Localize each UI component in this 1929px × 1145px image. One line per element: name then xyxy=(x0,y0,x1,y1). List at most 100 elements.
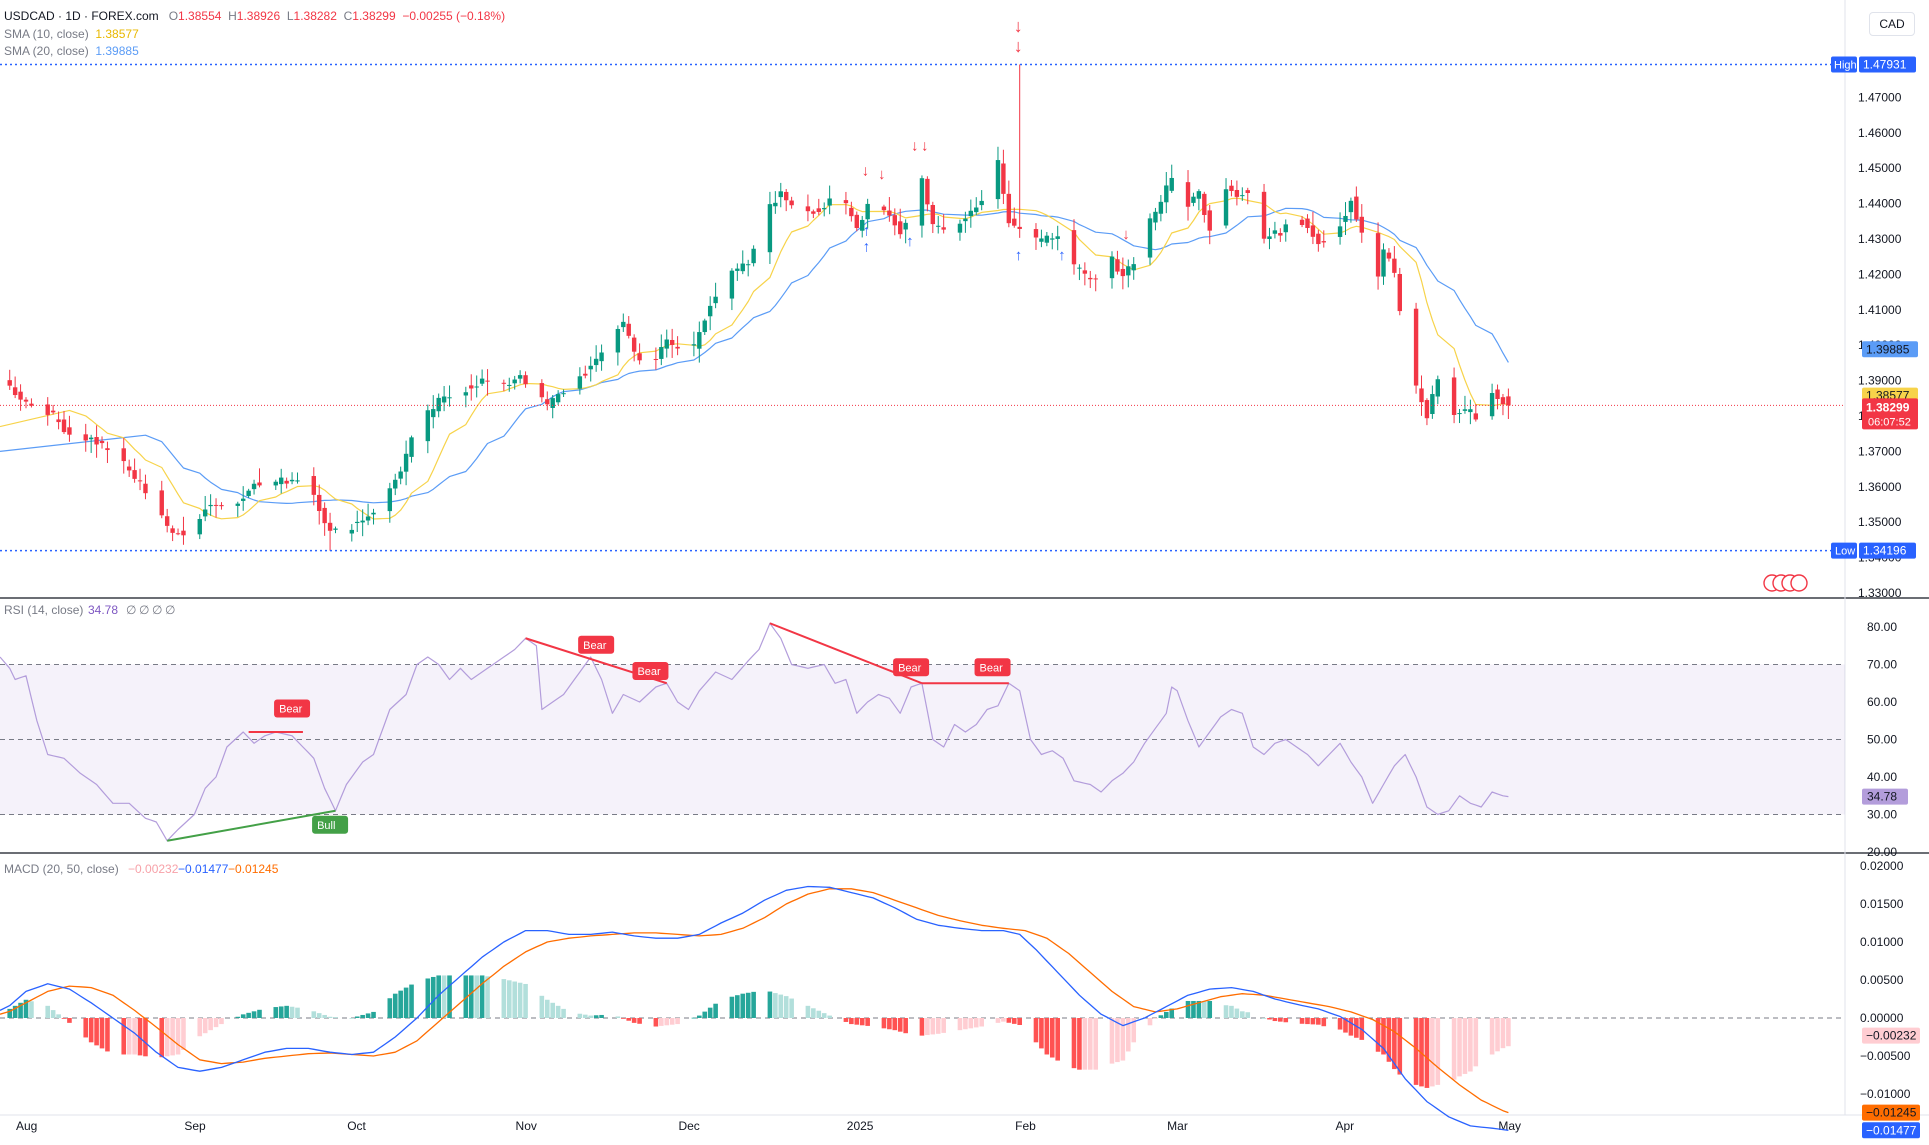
candle-body xyxy=(1033,229,1039,238)
macd-histogram-bar xyxy=(555,1005,561,1018)
candle-body xyxy=(735,268,740,271)
candle-body xyxy=(1299,219,1305,226)
open-label: O xyxy=(168,9,179,23)
close-label: C xyxy=(343,9,353,23)
candle-body xyxy=(1278,233,1283,236)
candle-body xyxy=(251,483,257,490)
candle-body xyxy=(1223,189,1229,226)
macd-histogram-bar xyxy=(45,1005,51,1018)
macd-histogram-bar xyxy=(664,1018,670,1026)
currency-button[interactable]: CAD xyxy=(1869,12,1915,36)
macd-axis-tick: −0.01000 xyxy=(1860,1087,1911,1101)
macd-histogram-bar xyxy=(1354,1018,1359,1038)
candle-body xyxy=(1500,397,1506,405)
macd-histogram-bar xyxy=(143,1018,148,1057)
candle-body xyxy=(789,200,794,206)
symbol-title[interactable]: USDCAD · 1D · FOREX.com xyxy=(4,9,159,23)
candle-body xyxy=(436,397,441,412)
macd-histogram-bar xyxy=(1495,1018,1500,1052)
macd-histogram-bar xyxy=(289,1006,295,1018)
macd-axis-tick: 0.00000 xyxy=(1860,1011,1904,1025)
high-value-bg xyxy=(1859,56,1916,73)
candle-body xyxy=(322,507,327,524)
macd-histogram-bar xyxy=(621,1018,626,1019)
legend-sma20[interactable]: SMA (20, close) 1.39885 xyxy=(4,44,139,58)
candle-body xyxy=(1191,196,1196,203)
divergence-label-bg xyxy=(632,662,669,680)
price-axis-tick: 1.36000 xyxy=(1858,480,1902,494)
price-axis-tick: 1.39000 xyxy=(1858,374,1902,388)
macd-signal-line xyxy=(0,888,1509,1114)
macd-histogram-bar xyxy=(333,1017,338,1018)
macd-histogram-bar xyxy=(1489,1018,1495,1055)
candle-body xyxy=(289,479,295,482)
macd-histogram-bar xyxy=(1305,1018,1310,1025)
candle-body xyxy=(1131,264,1136,271)
candle-body xyxy=(257,482,262,486)
macd-axis-bg xyxy=(1862,1122,1920,1139)
rsi-extra-input: ∅ xyxy=(126,603,136,617)
macd-histogram-bar xyxy=(523,983,528,1018)
macd-histogram-bar xyxy=(1299,1018,1305,1024)
candle-body xyxy=(1196,191,1202,199)
macd-histogram-bar xyxy=(61,1018,67,1019)
high-value: 1.38926 xyxy=(236,9,281,23)
macd-histogram-bar xyxy=(577,1013,583,1018)
rsi-axis-value: 34.78 xyxy=(1867,790,1897,804)
candle-body xyxy=(349,529,354,534)
candle-body xyxy=(1077,267,1082,269)
candle-body xyxy=(1088,277,1093,280)
candle-body xyxy=(132,470,137,479)
time-axis-label: Apr xyxy=(1335,1119,1354,1133)
candle-body xyxy=(740,263,745,272)
macd-histogram-bar xyxy=(485,976,490,1018)
candle-body xyxy=(1267,236,1272,240)
macd-histogram-bar xyxy=(175,1018,181,1055)
macd-histogram-bar xyxy=(181,1018,186,1050)
macd-histogram-bar xyxy=(897,1018,903,1032)
rsi-axis-tick: 50.00 xyxy=(1867,733,1897,747)
macd-histogram-bar xyxy=(322,1014,327,1018)
macd-histogram-bar xyxy=(1082,1018,1088,1070)
macd-histogram-bar xyxy=(349,1018,355,1019)
macd-histogram-bar xyxy=(561,1008,566,1018)
macd-histogram-bar xyxy=(1115,1018,1120,1063)
macd-histogram-value: −0.00232 xyxy=(128,862,179,876)
sell-signal-arrow: ↓ xyxy=(1014,16,1023,36)
candle-body xyxy=(241,498,246,501)
candle-body xyxy=(751,248,756,264)
candle-body xyxy=(1071,230,1077,265)
macd-histogram-bar xyxy=(1229,1005,1234,1018)
candle-body xyxy=(1272,230,1278,234)
sell-signal-arrow: ↓ xyxy=(862,162,870,179)
macd-histogram-bar xyxy=(631,1018,637,1023)
price-axis-tick: 1.35000 xyxy=(1858,515,1902,529)
candle-body xyxy=(898,221,903,235)
change-value: −0.00255 (−0.18%) xyxy=(402,9,506,23)
macd-histogram-bar xyxy=(1283,1018,1289,1023)
candle-body xyxy=(659,347,664,359)
candle-body xyxy=(1305,218,1310,228)
candle-body xyxy=(930,205,936,225)
macd-histogram-bar xyxy=(881,1018,887,1029)
price-axis-tick: 1.47000 xyxy=(1858,90,1902,104)
candle-body xyxy=(213,504,219,506)
candle-body xyxy=(45,404,50,415)
high-label: H xyxy=(228,9,237,23)
candle-body xyxy=(1012,218,1017,226)
candle-body xyxy=(333,528,338,530)
candle-body xyxy=(61,419,67,433)
candle-body xyxy=(691,344,697,346)
candle-body xyxy=(181,530,186,536)
candle-body xyxy=(164,516,170,526)
macd-histogram-bar xyxy=(1039,1018,1044,1049)
candle-body xyxy=(1153,211,1158,223)
macd-histogram-bar xyxy=(50,1010,56,1018)
price-axis-tick: 1.43000 xyxy=(1858,232,1902,246)
open-value: 1.38554 xyxy=(178,9,222,23)
candle-body xyxy=(1126,266,1131,276)
legend-sma10[interactable]: SMA (10, close) 1.38577 xyxy=(4,27,139,41)
candle-body xyxy=(631,337,637,352)
